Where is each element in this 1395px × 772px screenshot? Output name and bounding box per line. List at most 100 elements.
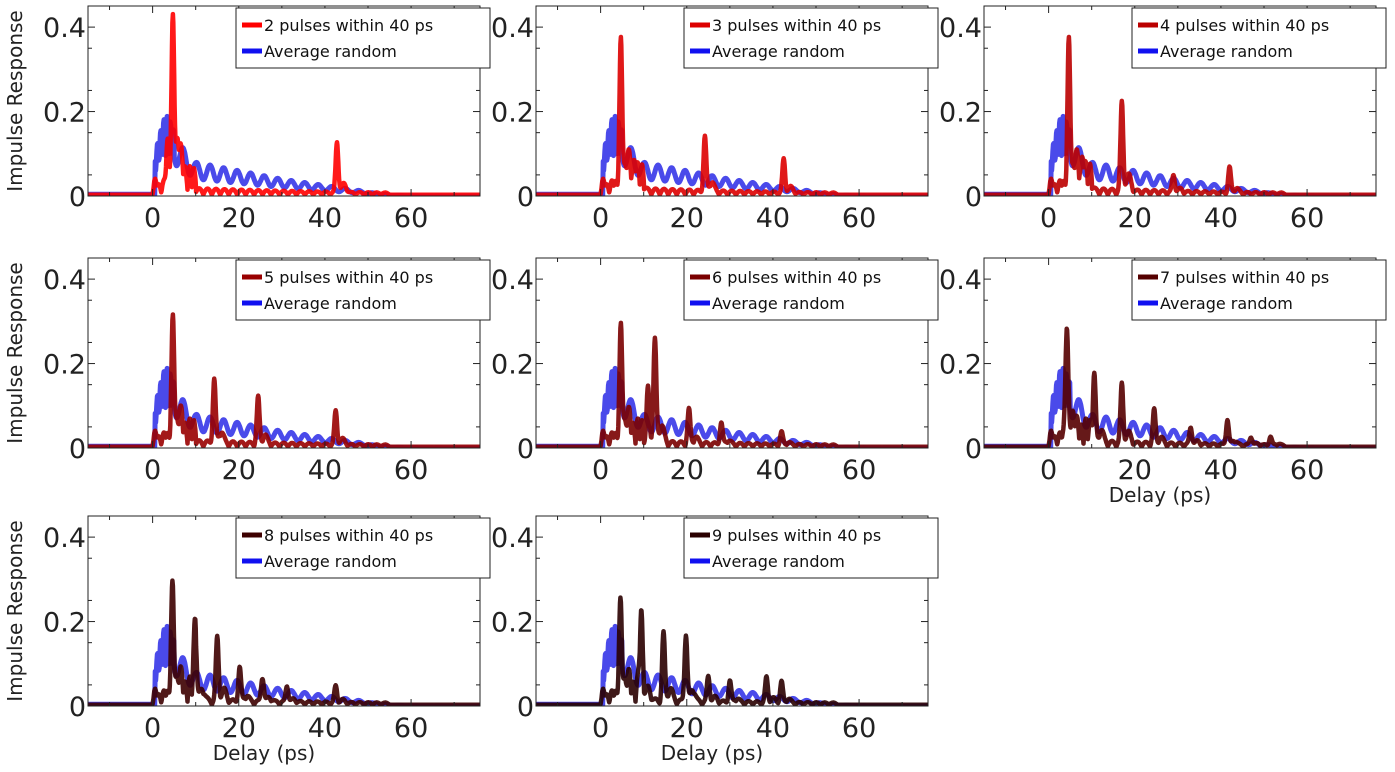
y-tick-label: 0 — [517, 692, 534, 723]
pulse-series-line — [536, 595, 928, 706]
y-axis-label: Impulse Response — [3, 520, 27, 701]
x-tick-label: 0 — [1040, 203, 1057, 234]
x-tick-label: 60 — [1290, 455, 1324, 486]
legend-box — [683, 517, 939, 579]
subplot-8: 0 0.2 0.4 0 20 40 60 Delay (ps) 9 pulses within … — [491, 515, 939, 765]
subplot-5: 0 0.2 0.4 0 20 40 60 6 pulses within 40 ps Avera… — [491, 257, 939, 486]
subplot-7: 0 0.2 0.4 0 20 40 60 Impulse Response Delay (ps)… — [3, 515, 491, 765]
y-tick-label: 0.2 — [43, 608, 86, 639]
x-tick-label: 40 — [756, 713, 790, 744]
y-tick-label: 0 — [965, 434, 982, 465]
legend: 7 pulses within 40 ps Average random — [1131, 259, 1387, 321]
y-tick-label: 0.4 — [939, 265, 982, 296]
pulse-series-line — [536, 320, 928, 448]
x-tick-label: 60 — [394, 455, 428, 486]
y-tick-label: 0.2 — [491, 608, 534, 639]
legend-entry-label: 4 pulses within 40 ps — [1160, 16, 1329, 35]
legend-box — [1131, 7, 1387, 69]
subplot-6: 0 0.2 0.4 0 20 40 60 Delay (ps) 7 pulses within … — [939, 257, 1387, 507]
x-tick-label: 0 — [592, 713, 609, 744]
pulse-series-line — [88, 11, 480, 196]
axes-frame — [535, 5, 929, 197]
legend: 6 pulses within 40 ps Average random — [683, 259, 939, 321]
y-tick-label: 0.2 — [43, 98, 86, 129]
legend: 4 pulses within 40 ps Average random — [1131, 7, 1387, 69]
x-axis-label: Delay (ps) — [213, 741, 315, 765]
x-tick-label: 60 — [394, 713, 428, 744]
y-tick-label: 0 — [517, 434, 534, 465]
y-tick-label: 0.2 — [43, 350, 86, 381]
legend-entry-label: 8 pulses within 40 ps — [264, 526, 433, 545]
x-tick-label: 40 — [308, 455, 342, 486]
legend-box — [683, 259, 939, 321]
legend-entry-label: 2 pulses within 40 ps — [264, 16, 433, 35]
x-tick-label: 20 — [670, 713, 704, 744]
axes-frame — [535, 257, 929, 449]
x-tick-label: 0 — [592, 455, 609, 486]
legend-entry-label: Average random — [264, 294, 397, 313]
y-tick-label: 0.4 — [491, 13, 534, 44]
legend-entry-label: 7 pulses within 40 ps — [1160, 268, 1329, 287]
legend-box — [1131, 259, 1387, 321]
x-tick-label: 40 — [308, 713, 342, 744]
pulse-series-line — [984, 326, 1376, 448]
legend-entry-label: Average random — [264, 42, 397, 61]
legend-box — [683, 7, 939, 69]
x-tick-label: 60 — [1290, 203, 1324, 234]
y-tick-label: 0 — [69, 692, 86, 723]
pulse-series-line — [536, 34, 928, 196]
legend-entry-label: 5 pulses within 40 ps — [264, 268, 433, 287]
pulse-series-line — [88, 312, 480, 448]
legend-entry-label: 6 pulses within 40 ps — [712, 268, 881, 287]
y-tick-label: 0 — [965, 182, 982, 213]
legend: 2 pulses within 40 ps Average random — [235, 7, 491, 69]
x-tick-label: 20 — [670, 203, 704, 234]
x-axis-label: Delay (ps) — [661, 741, 763, 765]
x-tick-label: 40 — [756, 203, 790, 234]
subplot-2: 0 0.2 0.4 0 20 40 60 3 pulses within 40 ps Avera… — [491, 5, 939, 234]
legend-entry-label: 3 pulses within 40 ps — [712, 16, 881, 35]
x-tick-label: 40 — [1204, 455, 1238, 486]
y-tick-label: 0 — [69, 434, 86, 465]
x-tick-label: 40 — [756, 455, 790, 486]
y-tick-label: 0.2 — [491, 98, 534, 129]
y-tick-label: 0.4 — [43, 13, 86, 44]
legend-entry-label: Average random — [264, 552, 397, 571]
legend: 5 pulses within 40 ps Average random — [235, 259, 491, 321]
x-tick-label: 0 — [144, 713, 161, 744]
pulse-series-line — [88, 578, 480, 706]
pulse-series-line — [984, 34, 1376, 196]
x-tick-label: 20 — [1118, 203, 1152, 234]
y-tick-label: 0.2 — [939, 350, 982, 381]
y-tick-label: 0.4 — [43, 523, 86, 554]
x-tick-label: 20 — [222, 713, 256, 744]
axes-frame — [535, 515, 929, 707]
legend: 9 pulses within 40 ps Average random — [683, 517, 939, 579]
y-tick-label: 0 — [69, 182, 86, 213]
x-axis-label: Delay (ps) — [1109, 483, 1211, 507]
x-tick-label: 20 — [670, 455, 704, 486]
legend-box — [235, 517, 491, 579]
legend-box — [235, 259, 491, 321]
legend: 3 pulses within 40 ps Average random — [683, 7, 939, 69]
y-tick-label: 0.4 — [939, 13, 982, 44]
y-axis-label: Impulse Response — [3, 10, 27, 191]
axes-frame — [87, 5, 481, 197]
legend-entry-label: 9 pulses within 40 ps — [712, 526, 881, 545]
y-tick-label: 0.4 — [491, 523, 534, 554]
x-tick-label: 40 — [308, 203, 342, 234]
y-tick-label: 0.4 — [491, 265, 534, 296]
legend-entry-label: Average random — [712, 42, 845, 61]
x-tick-label: 60 — [842, 455, 876, 486]
x-tick-label: 0 — [144, 203, 161, 234]
legend-entry-label: Average random — [1160, 42, 1293, 61]
subplot-4: 0 0.2 0.4 0 20 40 60 Impulse Response 5 pulses w… — [3, 257, 491, 486]
axes-frame — [983, 5, 1377, 197]
legend-entry-label: Average random — [712, 294, 845, 313]
legend: 8 pulses within 40 ps Average random — [235, 517, 491, 579]
legend-entry-label: Average random — [1160, 294, 1293, 313]
x-tick-label: 0 — [592, 203, 609, 234]
x-tick-label: 60 — [842, 203, 876, 234]
x-tick-label: 40 — [1204, 203, 1238, 234]
